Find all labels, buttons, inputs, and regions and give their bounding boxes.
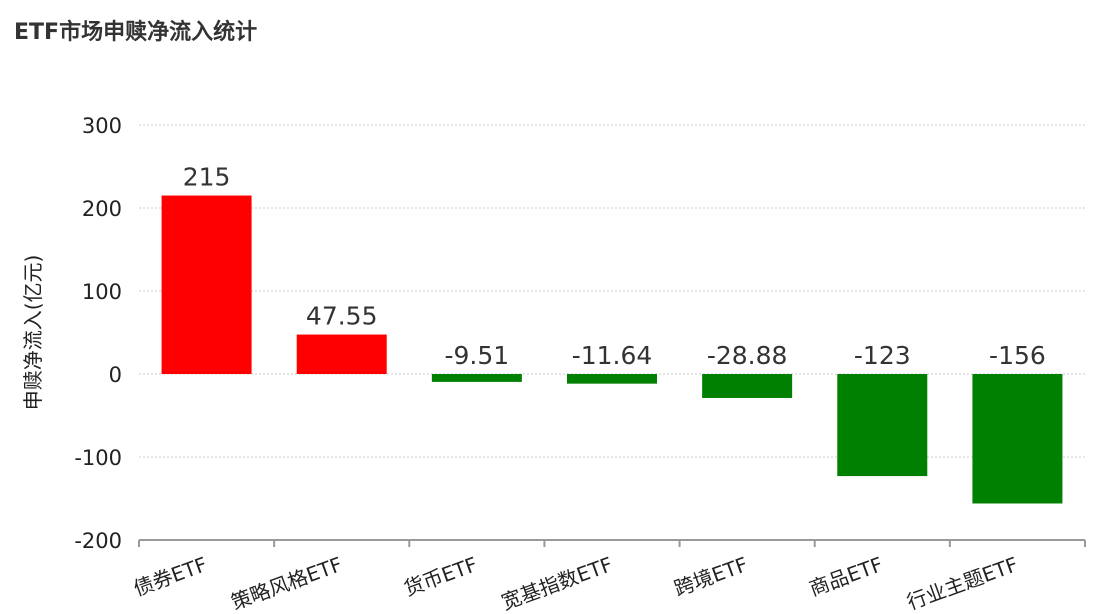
data-label: -9.51 (445, 341, 510, 370)
x-tick-label: 货币ETF (401, 552, 481, 601)
y-tick-label: -200 (74, 529, 122, 553)
x-tick-label: 跨境ETF (671, 552, 751, 601)
bar (972, 374, 1063, 504)
y-axis-label: 申赎净流入(亿元) (21, 255, 45, 411)
x-tick-label: 宽基指数ETF (498, 552, 616, 614)
data-label: 47.55 (306, 302, 378, 331)
bar (702, 374, 793, 398)
y-tick-label: 300 (82, 114, 122, 138)
y-tick-label: -100 (74, 446, 122, 470)
data-label: -28.88 (707, 341, 788, 370)
data-label: -11.64 (572, 341, 653, 370)
y-tick-label: 200 (82, 197, 122, 221)
bar (837, 374, 928, 477)
chart-title: ETF市场申赎净流入统计 (14, 20, 258, 45)
y-tick-label: 0 (109, 363, 122, 387)
x-tick-label: 行业主题ETF (904, 552, 1022, 614)
data-label: 215 (183, 163, 231, 192)
data-label: -123 (854, 341, 911, 370)
bar (567, 374, 657, 384)
bar (296, 334, 387, 374)
x-tick-label: 商品ETF (806, 552, 886, 601)
y-tick-label: 100 (82, 280, 122, 304)
bar (161, 195, 252, 374)
x-tick-label: 策略风格ETF (228, 552, 346, 614)
data-label: -156 (989, 341, 1046, 370)
x-tick-label: 债券ETF (130, 552, 210, 601)
bar (431, 374, 522, 382)
